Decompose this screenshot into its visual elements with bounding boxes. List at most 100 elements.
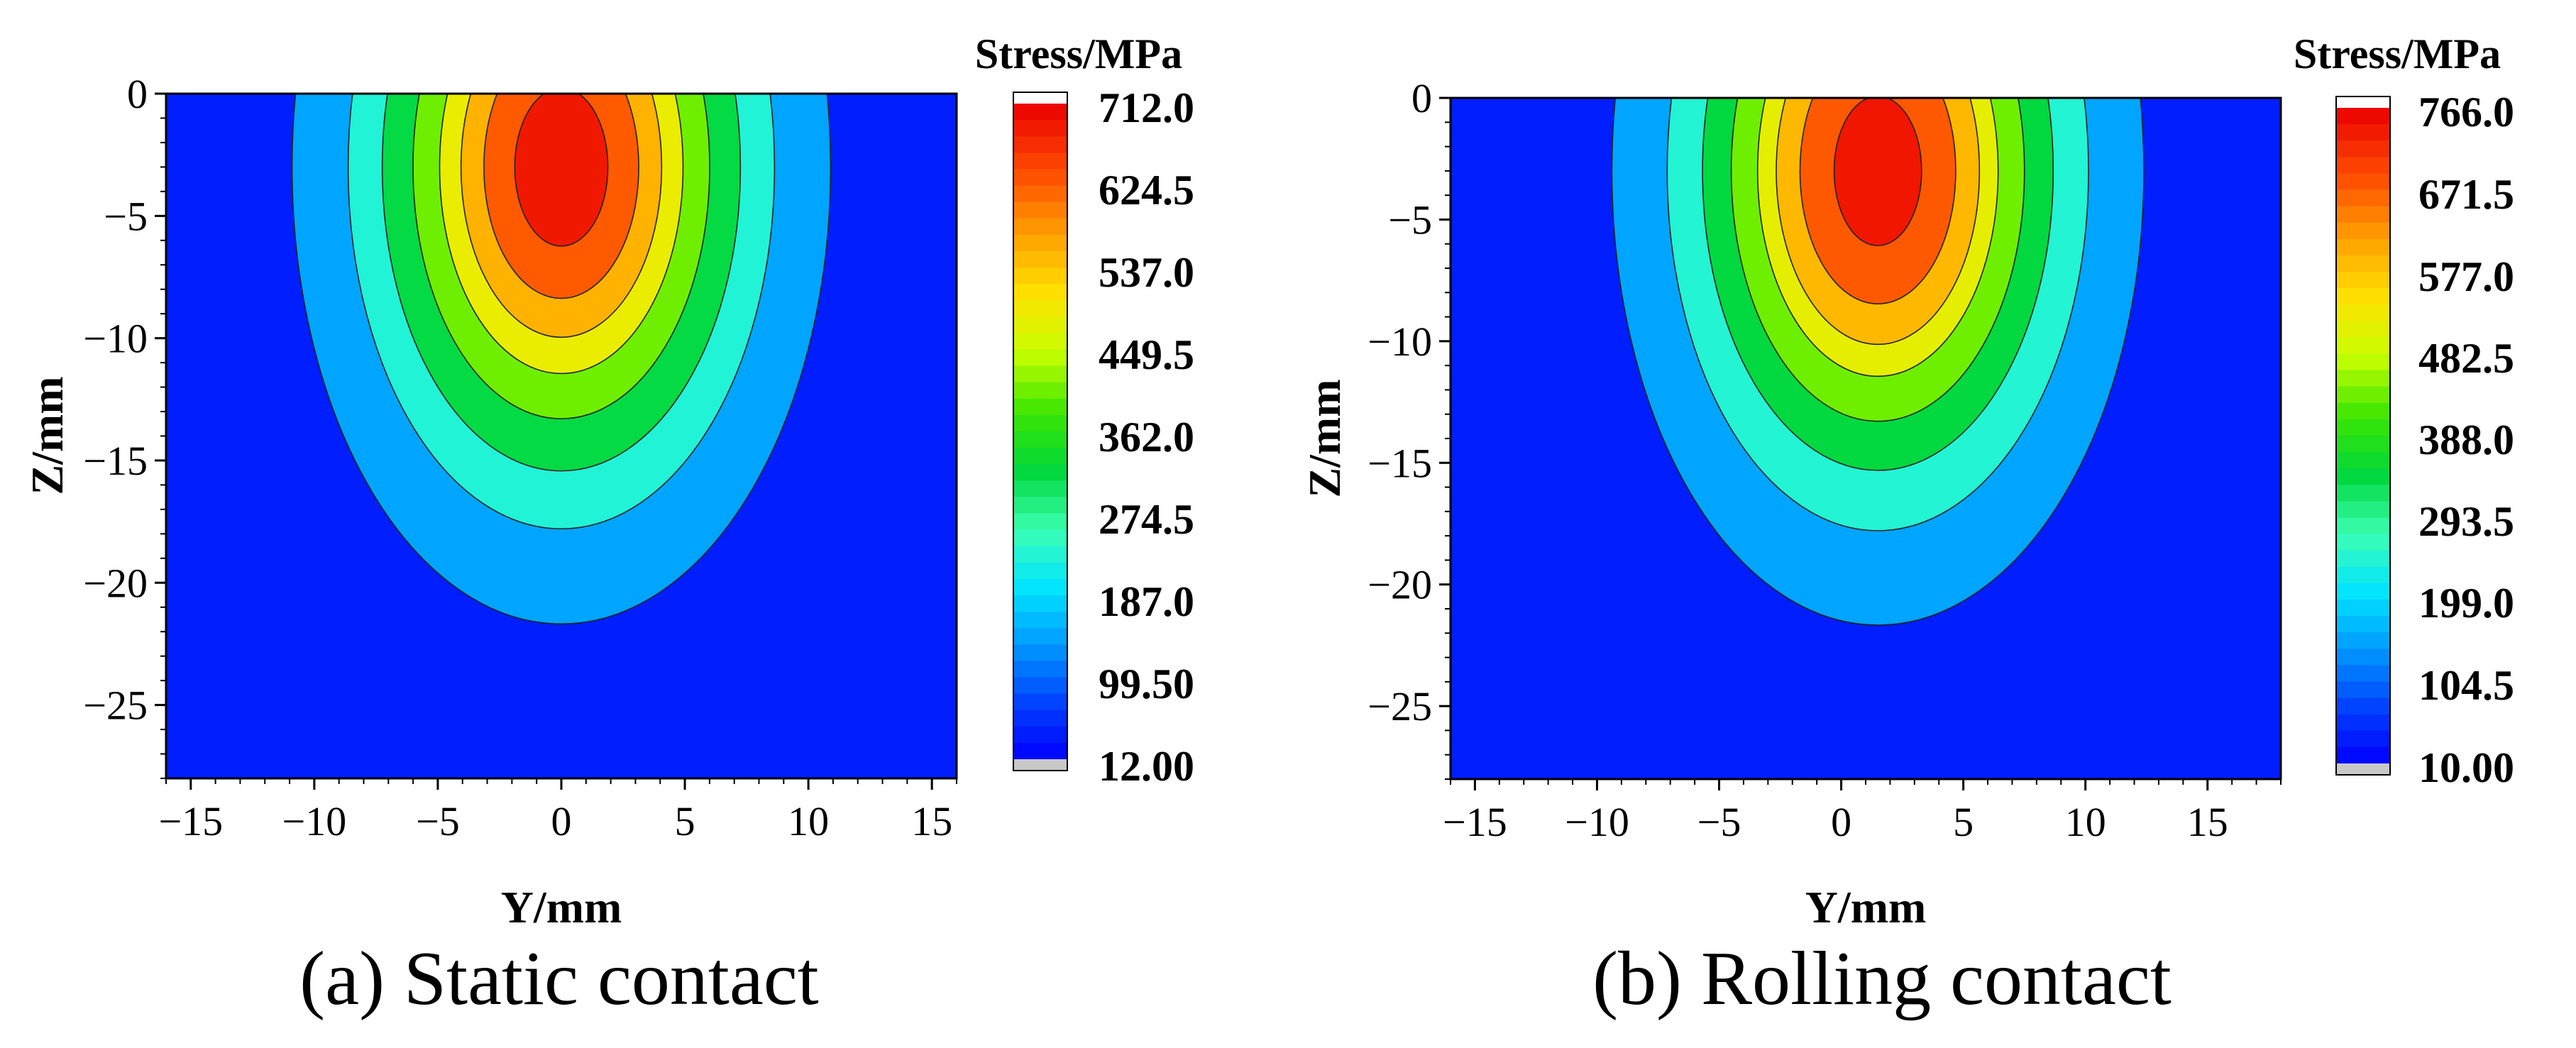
colorbar-label: 624.5 <box>1099 167 1194 214</box>
colorbar-rolling <box>2335 96 2391 776</box>
y-tick-label: −25 <box>83 683 148 729</box>
colorbar-segment <box>1013 644 1067 661</box>
colorbar-label: 712.0 <box>1099 84 1194 131</box>
colorbar-segment <box>2336 616 2390 633</box>
contour-line <box>439 94 684 375</box>
colorbar-segment <box>2336 173 2390 191</box>
colorbar-label: 12.00 <box>1099 743 1194 790</box>
x-tick-label: −15 <box>158 798 223 844</box>
colorbar-label: 766.0 <box>2418 89 2514 136</box>
colorbar-segment <box>2336 468 2390 485</box>
contour-line <box>1776 98 1981 346</box>
colorbar-segment <box>1013 365 1067 383</box>
x-tick-label: −5 <box>1697 799 1741 845</box>
caption-rolling: (b) Rolling contact <box>1592 937 2172 1021</box>
contour-line <box>1611 98 2145 626</box>
colorbar-segment <box>2336 714 2390 732</box>
colorbar-segment <box>2336 665 2390 683</box>
x-tick-label: −15 <box>1443 799 1507 845</box>
colorbar-segment <box>1013 497 1067 514</box>
colorbar-segment <box>2336 632 2390 649</box>
x-axis-label-static: Y/mm <box>501 882 622 932</box>
contour-line <box>483 94 639 299</box>
colorbar-static <box>1013 92 1068 771</box>
colorbar-segment <box>2336 222 2390 240</box>
contour-line <box>514 94 609 247</box>
colorbar-segment <box>2336 337 2390 355</box>
colorbar-segment <box>2336 534 2390 551</box>
stress-band <box>514 94 608 246</box>
colorbar-label: 274.5 <box>1099 496 1194 543</box>
contour-line <box>412 94 710 419</box>
colorbar-segment <box>1013 661 1067 678</box>
x-tick-label: −5 <box>416 798 460 844</box>
x-tick-label: 15 <box>2187 799 2228 845</box>
contour-line <box>1756 98 1999 377</box>
colorbar-segment <box>1013 120 1067 137</box>
colorbar-segment <box>1013 104 1067 121</box>
colorbar-frame <box>1013 92 1068 771</box>
colorbar-cap-bottom <box>1013 759 1067 771</box>
colorbar-segment <box>2336 304 2390 321</box>
colorbar-segment <box>1013 169 1067 187</box>
colorbar-segment <box>2336 517 2390 535</box>
y-tick-label: −5 <box>1388 197 1432 243</box>
colorbar-segment <box>2336 370 2390 387</box>
colorbar-segment <box>2336 108 2390 125</box>
x-tick-label: 0 <box>1831 799 1851 845</box>
colorbar-segment <box>2336 436 2390 453</box>
colorbar-label: 99.50 <box>1099 661 1194 707</box>
colorbar-title-static: Stress/MPa <box>975 31 1182 77</box>
plot-area-rolling <box>1451 98 2281 779</box>
colorbar-segment <box>2336 485 2390 502</box>
colorbar-label: 671.5 <box>2418 171 2514 218</box>
axis-ticks-static: −15 −10 −5 0 5 10 15 0 −5 −10 −15 −20 −25 <box>83 71 957 844</box>
colorbar-frame <box>2335 96 2391 776</box>
panel-static-contact: −15 −10 −5 0 5 10 150−5−10−15−20−25 Y/mm Z/mm … <box>22 31 1194 1021</box>
contour-line <box>1666 98 2089 531</box>
y-axis-label-rolling: Z/mm <box>1299 379 1350 497</box>
colorbar-label: 362.0 <box>1099 414 1194 460</box>
colorbar-label: 104.5 <box>2418 662 2514 709</box>
x-tick-label: −10 <box>1565 799 1629 845</box>
colorbar-segment <box>2336 238 2390 256</box>
colorbar-segment <box>2336 386 2390 404</box>
colorbar-segment <box>2336 566 2390 584</box>
colorbar-cap-top <box>2336 96 2390 108</box>
contour-line <box>347 94 776 529</box>
colorbar-segment <box>1013 578 1067 596</box>
colorbar-segment <box>1013 742 1067 760</box>
colorbar-segment <box>1013 710 1067 727</box>
colorbar-segment <box>1013 398 1067 416</box>
colorbar-segment <box>1013 349 1067 367</box>
colorbar-segment <box>1013 562 1067 580</box>
y-tick-label: −10 <box>1367 319 1432 365</box>
colorbar-segment <box>2336 321 2390 338</box>
y-tick-label: −10 <box>83 316 148 362</box>
colorbar-segment <box>1013 628 1067 645</box>
colorbar-segment <box>1013 546 1067 563</box>
colorbar-segment <box>2336 189 2390 207</box>
colorbar-segment <box>1013 448 1067 465</box>
x-tick-label: 5 <box>675 798 695 844</box>
contour-line <box>1799 98 1956 304</box>
colorbar-segment <box>1013 333 1067 351</box>
colorbar-segment <box>1013 595 1067 612</box>
colorbar-segment <box>2336 419 2390 436</box>
y-tick-label: −25 <box>1367 683 1432 729</box>
colorbar-segment <box>1013 250 1067 268</box>
colorbar-segment <box>1013 202 1067 219</box>
contour-line <box>291 94 832 624</box>
x-tick-label: −10 <box>282 798 347 844</box>
x-tick-label: 0 <box>551 798 572 844</box>
y-tick-label: −15 <box>83 438 148 484</box>
colorbar-label: 388.0 <box>2418 417 2514 463</box>
plot-area-static <box>166 94 957 778</box>
colorbar-segment <box>2336 681 2390 699</box>
colorbar-segment <box>1013 693 1067 711</box>
x-axis-label-rolling: Y/mm <box>1805 882 1927 932</box>
contour-line <box>1833 98 1922 246</box>
x-tick-label: 5 <box>1953 799 1974 845</box>
y-tick-label: −15 <box>1367 440 1432 486</box>
